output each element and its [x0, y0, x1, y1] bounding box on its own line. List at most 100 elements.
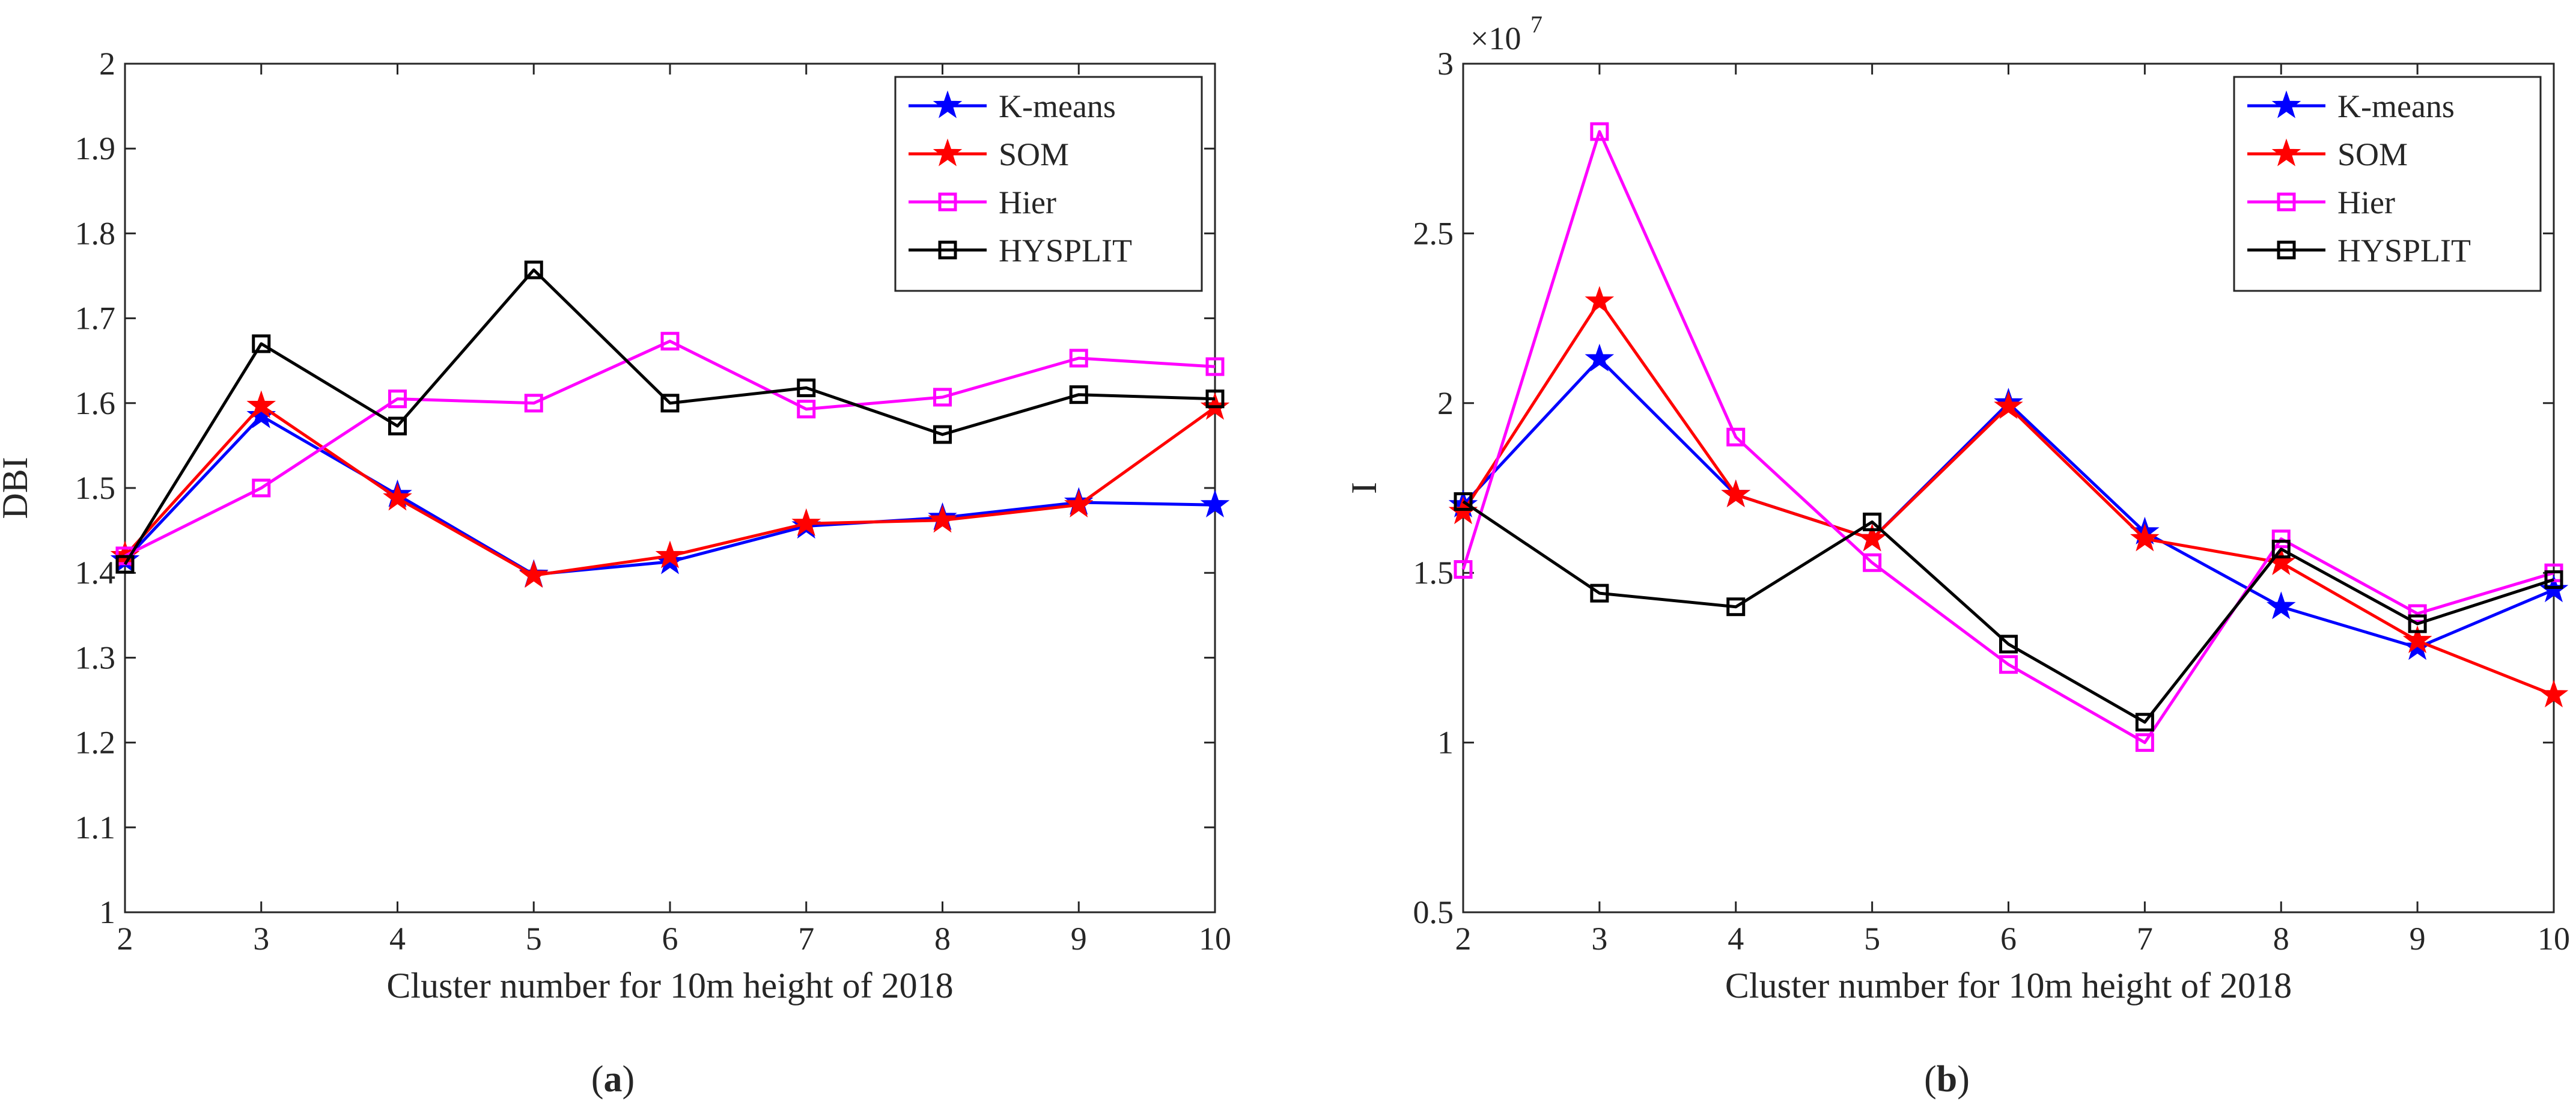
- data-point-marker: [388, 416, 407, 436]
- series-line: [1462, 500, 2554, 724]
- data-point-marker: [1205, 357, 1225, 376]
- x-tick-label: 7: [798, 921, 814, 957]
- legend-label: K-means: [999, 88, 1116, 124]
- x-tick-label: 6: [2000, 921, 2017, 957]
- x-tick-label: 3: [253, 921, 269, 957]
- data-point-marker: [2271, 529, 2291, 549]
- data-point-marker: [1069, 385, 1088, 404]
- series-line: [123, 268, 1216, 566]
- legend-entry: SOM: [909, 136, 1069, 172]
- data-point-marker: [2408, 614, 2427, 633]
- data-point-marker: [252, 334, 271, 353]
- data-point-marker: [2130, 523, 2160, 552]
- data-point-marker: [246, 390, 276, 418]
- data-point-marker: [519, 560, 549, 588]
- data-point-marker: [2408, 604, 2427, 623]
- x-axis-label: Cluster number for 10m height of 2018: [1725, 966, 2292, 1005]
- data-point-marker: [791, 508, 821, 536]
- legend-label: SOM: [999, 136, 1069, 172]
- x-axis-label: Cluster number for 10m height of 2018: [386, 966, 953, 1005]
- y-axis-label: I: [1344, 482, 1384, 494]
- legend-marker: [2277, 240, 2296, 260]
- panel-caption: (b): [1924, 1059, 1970, 1100]
- data-point-marker: [388, 389, 407, 409]
- x-tick-label: 5: [1864, 921, 1880, 957]
- legend-entry: Hier: [2247, 184, 2395, 221]
- series-hysplit: [115, 260, 1225, 574]
- legend-entry: SOM: [2247, 136, 2408, 172]
- data-point-marker: [1999, 655, 2018, 674]
- data-point-marker: [928, 505, 957, 533]
- y-tick-label: 2: [99, 46, 115, 82]
- legend-marker: [2271, 90, 2301, 118]
- y-exponent-label: ×10: [1470, 20, 1521, 56]
- y-axis-label: DBI: [0, 457, 35, 519]
- data-point-marker: [2544, 570, 2563, 589]
- y-tick-label: 1.3: [75, 639, 116, 675]
- x-tick-label: 10: [1199, 921, 1231, 957]
- x-tick-label: 4: [1728, 921, 1744, 957]
- x-tick-label: 8: [2273, 921, 2289, 957]
- y-exponent-power: 7: [1530, 11, 1542, 38]
- data-point-marker: [2266, 547, 2296, 575]
- chart-panel-b: 2 3 4 5 6 7 8 9 10 0.5 1 1.5 2 2.5 3 ×10 7 Cluster number…: [1344, 11, 2570, 1100]
- data-point-marker: [2135, 733, 2154, 752]
- y-tick-label: 1.6: [75, 385, 116, 421]
- data-point-marker: [1064, 489, 1094, 517]
- y-tick-label: 1.5: [1413, 555, 1454, 591]
- series-hysplit: [1454, 492, 2563, 732]
- legend-entry: HYSPLIT: [909, 233, 1132, 269]
- data-point-marker: [1863, 553, 1882, 572]
- data-point-marker: [252, 478, 271, 498]
- y-tick-label: 1.2: [75, 725, 116, 761]
- data-point-marker: [1454, 492, 1473, 511]
- data-point-marker: [1999, 635, 2018, 654]
- y-tick-label: 1.1: [75, 810, 116, 846]
- chart-panel-a: 2 3 4 5 6 7 8 9 10 1 1.1 1.2 1.3 1.4 1.5 1.6 1.7 1.8 1.9 2 C…: [0, 46, 1231, 1100]
- legend-marker: [2277, 192, 2296, 212]
- data-point-marker: [1069, 349, 1088, 368]
- y-tick-label: 2.5: [1413, 215, 1454, 251]
- data-point-marker: [2402, 625, 2432, 653]
- data-point-marker: [1590, 584, 1609, 603]
- data-point-marker: [1205, 389, 1225, 409]
- data-point-marker: [1863, 512, 1882, 531]
- x-tick-label: 3: [1591, 921, 1607, 957]
- y-tick-label: 1.4: [75, 555, 116, 591]
- series-line: [124, 340, 1216, 558]
- legend-label: Hier: [999, 184, 1056, 221]
- legend: K-means SOM Hier HYSPLIT: [894, 76, 1203, 292]
- data-point-marker: [2266, 591, 2296, 620]
- data-point-marker: [1721, 479, 1751, 507]
- data-point-marker: [383, 483, 412, 511]
- data-point-marker: [1585, 343, 1615, 372]
- legend-label: HYSPLIT: [2337, 233, 2471, 269]
- legend-marker: [938, 240, 957, 260]
- data-point-marker: [1994, 391, 2023, 419]
- x-tick-label: 10: [2538, 921, 2570, 957]
- legend-marker: [933, 138, 963, 166]
- legend-marker: [938, 192, 957, 212]
- legend-label: Hier: [2337, 184, 2395, 221]
- x-tick-label: 2: [1455, 921, 1472, 957]
- x-tick-label: 8: [934, 921, 951, 957]
- series-hier: [1454, 122, 2563, 752]
- data-point-marker: [660, 332, 680, 351]
- y-tick-label: 1.8: [75, 215, 116, 251]
- data-point-marker: [2135, 713, 2154, 732]
- data-point-marker: [655, 540, 685, 569]
- x-tick-label: 2: [117, 921, 133, 957]
- y-tick-label: 1: [1437, 725, 1454, 761]
- x-tick-label: 4: [389, 921, 406, 957]
- data-point-marker: [797, 378, 816, 397]
- y-tick-label: 1.5: [75, 470, 116, 506]
- x-tick-label: 6: [662, 921, 678, 957]
- legend-marker: [933, 90, 963, 118]
- data-point-marker: [1726, 427, 1746, 447]
- legend: K-means SOM Hier HYSPLIT: [2233, 76, 2542, 292]
- data-point-marker: [524, 394, 543, 413]
- y-tick-label: 1: [99, 894, 115, 930]
- x-tick-label: 9: [2410, 921, 2426, 957]
